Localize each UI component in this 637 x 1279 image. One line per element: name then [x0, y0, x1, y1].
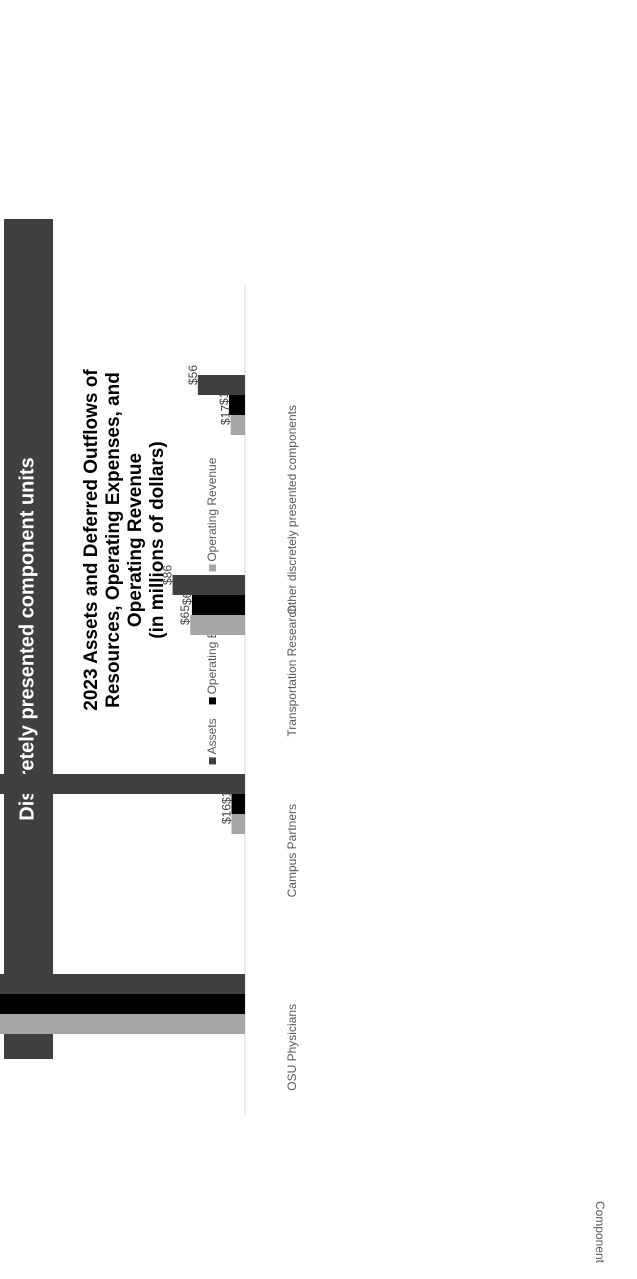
data-label: $17	[219, 405, 233, 425]
bar-2-1	[0, 994, 245, 1014]
data-label: $56	[186, 365, 200, 385]
bar-3-2	[231, 814, 245, 834]
category-label: Other discretely presented components	[285, 405, 299, 614]
bar-2-3	[191, 595, 245, 615]
bar-2-4	[228, 395, 245, 415]
bar-3-1	[0, 1014, 245, 1034]
axis-title: Component	[593, 1201, 607, 1264]
data-label: $86	[161, 565, 175, 585]
section-banner	[4, 219, 53, 1059]
category-label: Transportation Research	[285, 605, 299, 737]
bar-3-4	[230, 415, 245, 435]
category-label: OSU Physicians	[285, 1004, 299, 1091]
bar-1-1	[0, 974, 245, 994]
data-label: $16	[220, 784, 234, 804]
data-label: $16	[220, 804, 234, 824]
bar-3-3	[190, 615, 245, 635]
bar-1-3	[172, 575, 245, 595]
data-label: $19	[217, 385, 231, 405]
data-label: $65	[178, 605, 192, 625]
bar-1-2	[0, 774, 245, 794]
bar-1-4	[197, 375, 245, 395]
bar-2-2	[231, 794, 245, 814]
data-label: $63	[180, 585, 194, 605]
category-label: Campus Partners	[285, 804, 299, 897]
